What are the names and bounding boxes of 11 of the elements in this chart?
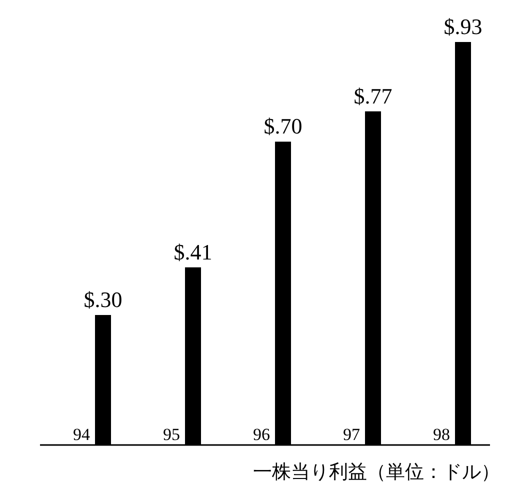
data-label: $.77 bbox=[354, 83, 392, 108]
x-tick-label: 96 bbox=[253, 425, 270, 444]
x-tick-label: 95 bbox=[163, 425, 180, 444]
data-label: $.30 bbox=[84, 287, 122, 312]
data-label: $.70 bbox=[264, 114, 302, 139]
x-tick-label: 97 bbox=[343, 425, 360, 444]
x-tick-label: 94 bbox=[73, 425, 90, 444]
data-label: $.93 bbox=[444, 14, 482, 39]
data-label: $.41 bbox=[174, 239, 212, 264]
x-tick-label: 98 bbox=[433, 425, 450, 444]
x-axis-title: 一株当り利益（単位：ドル） bbox=[253, 462, 500, 483]
